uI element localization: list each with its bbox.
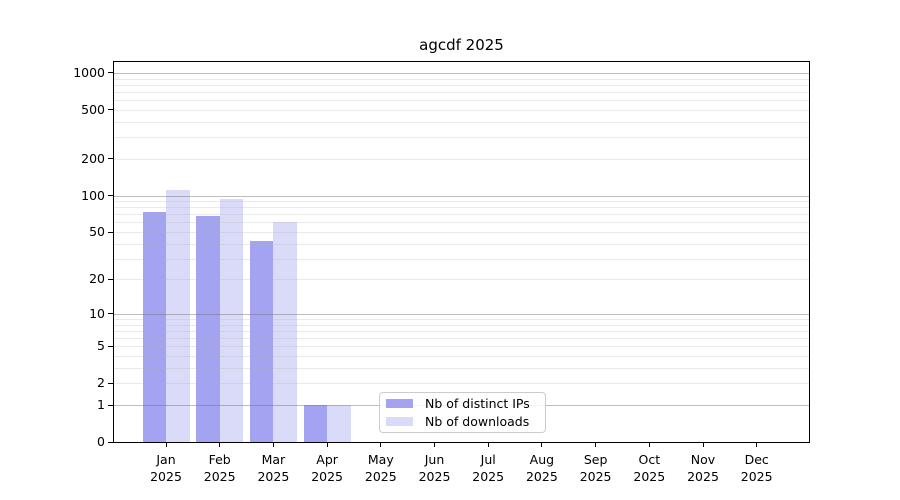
y-tick-label: 10 bbox=[89, 305, 105, 321]
x-tick-label: Jun 2025 bbox=[418, 452, 451, 484]
x-tick-mark bbox=[272, 442, 274, 447]
bar-distinct-ips-feb bbox=[196, 215, 220, 442]
bar-distinct-ips-apr bbox=[303, 405, 328, 442]
gridline-minor bbox=[114, 346, 809, 348]
plot-area bbox=[108, 61, 810, 447]
x-tick-mark bbox=[541, 442, 543, 447]
y-tick-label: 1000 bbox=[73, 64, 105, 80]
gridline-minor bbox=[114, 319, 809, 320]
legend-swatch-downloads bbox=[386, 416, 413, 426]
bars-layer bbox=[114, 62, 809, 442]
y-tick-label: 500 bbox=[81, 101, 105, 117]
y-tick-label: 2 bbox=[97, 375, 105, 391]
bar-distinct-ips-jan bbox=[142, 212, 166, 442]
x-tick-label: Feb 2025 bbox=[203, 452, 236, 484]
gridline-minor bbox=[114, 158, 809, 160]
y-tick-mark bbox=[108, 313, 113, 315]
x-tick-mark bbox=[434, 442, 435, 447]
legend: Nb of distinct IPs Nb of downloads bbox=[379, 392, 546, 433]
bar-downloads-mar bbox=[273, 222, 297, 442]
gridline-minor bbox=[114, 222, 809, 224]
y-tick-label: 1 bbox=[97, 397, 105, 412]
x-tick-mark bbox=[487, 442, 489, 447]
x-tick-label: Apr 2025 bbox=[311, 452, 343, 484]
y-tick-mark bbox=[108, 109, 113, 111]
x-tick-mark bbox=[702, 442, 704, 447]
gridline-minor bbox=[114, 330, 809, 332]
gridline-minor bbox=[114, 258, 809, 260]
gridline-minor bbox=[114, 324, 809, 326]
y-tick-label: 20 bbox=[89, 271, 105, 287]
bar-distinct-ips-mar bbox=[249, 241, 274, 442]
gridline-minor bbox=[114, 243, 809, 245]
x-tick-label: Oct 2025 bbox=[633, 452, 666, 484]
gridline-minor bbox=[114, 207, 809, 209]
legend-item-downloads: Nb of downloads bbox=[386, 413, 537, 430]
y-tick-mark bbox=[108, 231, 113, 233]
gridline-minor bbox=[114, 201, 809, 202]
gridline-minor bbox=[114, 356, 809, 357]
gridline-major bbox=[114, 195, 809, 197]
y-tick-mark bbox=[108, 345, 113, 347]
gridlines-layer bbox=[114, 62, 809, 442]
gridline-major bbox=[114, 313, 809, 315]
gridline-minor bbox=[114, 100, 809, 102]
gridline-minor bbox=[114, 84, 809, 86]
gridline-minor bbox=[114, 214, 809, 216]
bar-downloads-feb bbox=[219, 198, 244, 442]
x-tick-label: Mar 2025 bbox=[257, 452, 290, 484]
gridline-minor bbox=[114, 338, 809, 340]
y-tick-label: 50 bbox=[89, 224, 105, 239]
x-tick-label: Nov 2025 bbox=[687, 452, 719, 484]
y-tick-mark bbox=[108, 441, 113, 443]
gridline-minor bbox=[114, 109, 809, 111]
gridline-minor bbox=[114, 367, 809, 369]
y-tick-label: 100 bbox=[81, 187, 105, 203]
y-tick-mark bbox=[108, 382, 113, 384]
y-tick-mark bbox=[108, 72, 113, 74]
gridline-minor bbox=[114, 121, 809, 123]
x-tick-label: May 2025 bbox=[364, 452, 397, 484]
x-tick-label: Aug 2025 bbox=[525, 452, 558, 484]
y-tick-label: 5 bbox=[97, 338, 105, 354]
gridline-minor bbox=[114, 279, 809, 281]
bar-downloads-jan bbox=[166, 189, 190, 442]
y-tick-mark bbox=[108, 404, 113, 406]
tick-marks-layer bbox=[108, 62, 809, 447]
x-tick-label: Sep 2025 bbox=[579, 452, 612, 484]
x-tick-mark bbox=[326, 442, 328, 447]
gridline-minor bbox=[114, 137, 809, 139]
x-tick-mark bbox=[219, 442, 221, 447]
y-tick-mark bbox=[108, 278, 113, 280]
legend-swatch-distinct-ips bbox=[386, 399, 413, 409]
gridline-major bbox=[114, 72, 809, 74]
legend-label-downloads: Nb of downloads bbox=[425, 413, 530, 429]
x-tick-mark bbox=[648, 442, 650, 447]
x-tick-mark bbox=[165, 442, 167, 447]
legend-label-distinct-ips: Nb of distinct IPs bbox=[425, 396, 530, 412]
legend-item-distinct-ips: Nb of distinct IPs bbox=[386, 395, 537, 412]
chart-title: agcdf 2025 bbox=[419, 36, 504, 54]
x-tick-mark bbox=[595, 442, 597, 447]
x-tick-mark bbox=[756, 442, 758, 447]
x-tick-label: Jan 2025 bbox=[150, 452, 182, 484]
y-tick-mark bbox=[108, 158, 113, 160]
gridline-minor bbox=[114, 78, 809, 80]
x-tick-label: Jul 2025 bbox=[472, 452, 505, 484]
x-tick-mark bbox=[380, 442, 382, 447]
gridline-minor bbox=[114, 232, 809, 233]
y-tick-mark bbox=[108, 195, 113, 196]
bar-downloads-apr bbox=[327, 405, 351, 442]
y-tick-label: 200 bbox=[81, 150, 105, 166]
y-tick-label: 0 bbox=[97, 434, 105, 449]
x-tick-label: Dec 2025 bbox=[740, 452, 773, 484]
gridline-minor bbox=[114, 383, 809, 385]
gridline-minor bbox=[114, 92, 809, 93]
